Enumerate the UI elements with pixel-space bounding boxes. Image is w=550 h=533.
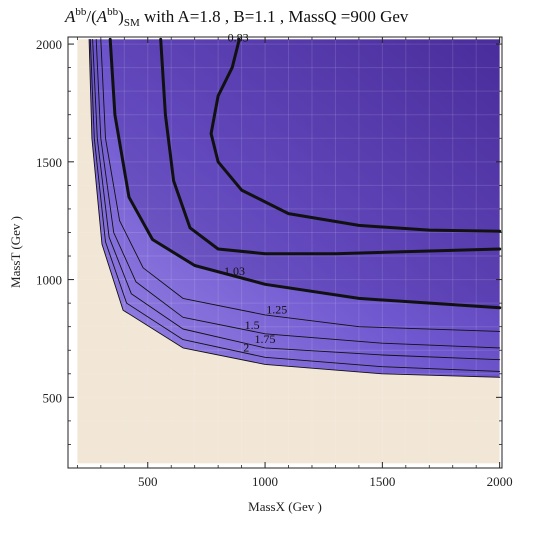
x-tick-label: 1500 [369, 474, 395, 489]
title-rest: with A=1.8 , B=1.1 , MassQ =900 Gev [140, 7, 409, 26]
contour-lines [88, 37, 502, 378]
contour-label: 1.03 [224, 264, 245, 278]
contour-label: 1.75 [255, 332, 276, 346]
x-tick-label: 500 [138, 474, 158, 489]
contour-labels: 0.83 1.03 1.25 1.51.75 2 [224, 31, 287, 355]
title-close: ) [118, 7, 124, 26]
y-tick-label: 500 [43, 390, 63, 405]
x-tick-label: 1000 [252, 474, 278, 489]
x-tick-label: 2000 [487, 474, 513, 489]
contour-line [100, 38, 501, 332]
y-tick-label: 1000 [36, 273, 62, 288]
title-slash: /( [86, 7, 97, 26]
contour-line [108, 37, 502, 310]
chart-title: Abb/(Abb)SM with A=1.8 , B=1.1 , MassQ =… [64, 6, 409, 29]
y-tick-label: 1500 [36, 155, 62, 170]
plot-area [77, 39, 500, 464]
contour-line [95, 38, 501, 349]
y-axis-label: MassT (Gev ) [8, 216, 23, 288]
contour-line [89, 38, 501, 372]
filled-region [89, 39, 500, 378]
title-sup1: bb [75, 6, 87, 18]
contour-line [159, 37, 502, 256]
title-sup2: bb [107, 6, 119, 18]
axis-ticks: 500 1000 1500 2000 500 1000 1500 2000 [36, 37, 513, 489]
contour-line [209, 37, 502, 233]
contour-label: 0.83 [228, 31, 249, 45]
svg-text:Abb/(Abb)SM with A=1.8 , B=: Abb/(Abb)SM with A=1.8 , B=1.1 , MassQ =… [64, 6, 409, 29]
title-sub: SM [124, 17, 140, 29]
contour-line [88, 38, 501, 378]
contour-label: 1.5 [245, 318, 260, 332]
contour-label: 1.25 [266, 303, 287, 317]
y-tick-label: 2000 [36, 37, 62, 52]
contour-line [92, 38, 501, 361]
contour-label: 2 [243, 340, 249, 354]
title-A2: A [96, 7, 108, 26]
title-A1: A [64, 7, 76, 26]
x-axis-label: MassX (Gev ) [248, 499, 322, 514]
